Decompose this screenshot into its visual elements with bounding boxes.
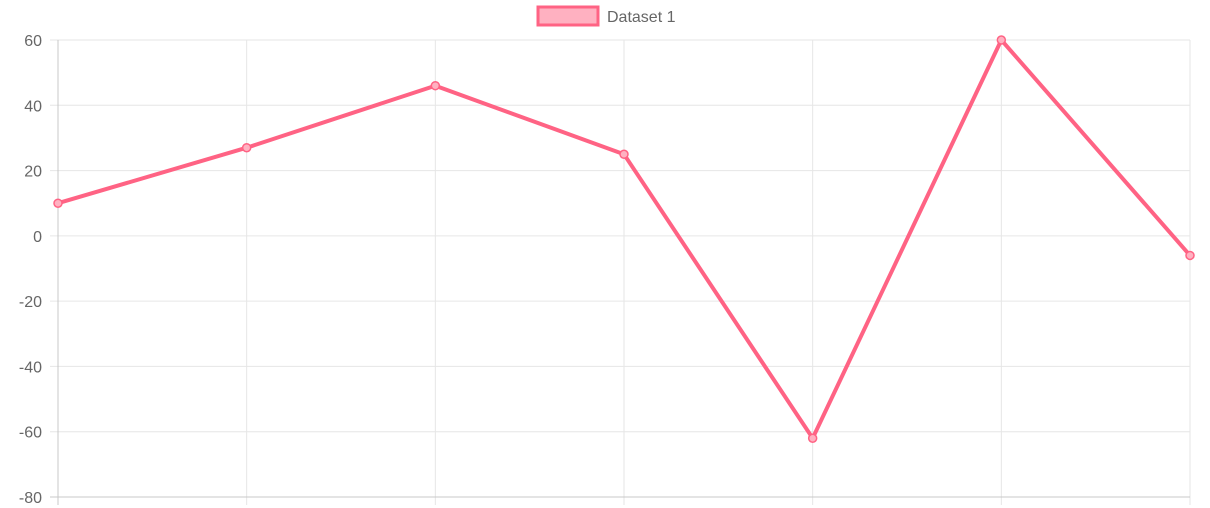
axes [50,40,1190,505]
y-tick-label: -80 [19,490,42,507]
y-axis-tick-labels: 60 40 20 0 -20 -40 -60 -80 [19,33,42,507]
legend-label-dataset-1[interactable]: Dataset 1 [607,9,676,26]
data-point[interactable] [1185,250,1195,261]
y-tick-label: 0 [33,229,42,246]
y-tick-label: 60 [24,33,42,50]
y-tick-label: 20 [24,164,42,181]
data-point[interactable] [53,198,63,208]
data-point[interactable] [241,142,252,153]
y-tick-label: -40 [19,359,42,376]
data-point[interactable] [430,80,441,91]
grid-lines [50,39,1191,505]
series-layer [53,35,1195,443]
data-point[interactable] [996,35,1007,45]
data-point[interactable] [807,433,818,443]
y-tick-label: -20 [19,294,42,311]
chart-legend[interactable]: Dataset 1 [536,5,676,27]
y-tick-label: 40 [24,98,42,115]
data-point[interactable] [619,149,629,159]
legend-swatch-dataset-1[interactable] [536,5,600,27]
y-tick-label: -60 [19,425,42,442]
